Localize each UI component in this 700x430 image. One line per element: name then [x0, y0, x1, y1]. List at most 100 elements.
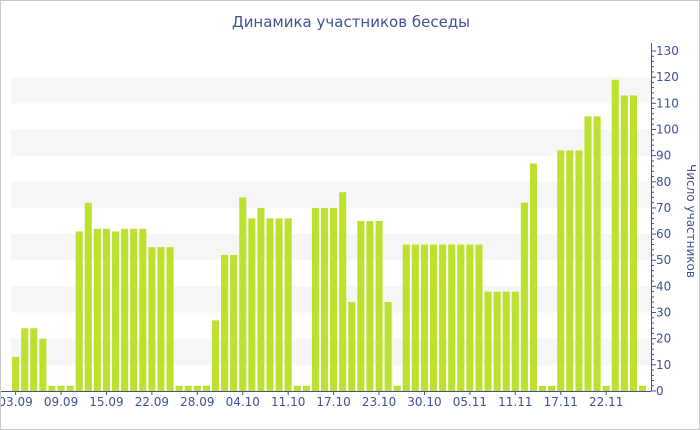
bar — [12, 357, 20, 391]
bar — [420, 244, 428, 391]
x-tick-label: 03.09 — [1, 395, 33, 409]
bar — [466, 244, 474, 391]
bar — [330, 207, 338, 391]
bar — [130, 228, 138, 391]
bar — [320, 207, 329, 391]
bar — [484, 291, 492, 391]
x-tick-label: 04.10 — [226, 395, 260, 409]
bar — [184, 385, 192, 391]
bar — [302, 385, 310, 391]
bar — [193, 385, 201, 391]
bar — [402, 244, 410, 391]
bar — [248, 218, 256, 391]
bar — [611, 79, 619, 392]
bar — [202, 385, 210, 391]
bar — [266, 218, 274, 391]
y-tick-label: 70 — [656, 201, 671, 215]
y-tick-label: 40 — [656, 279, 671, 293]
bar — [493, 291, 501, 391]
bar — [139, 228, 147, 391]
bar — [593, 116, 601, 391]
bar — [75, 231, 83, 391]
x-tick-label: 17.10 — [316, 395, 350, 409]
x-tick-label: 15.09 — [89, 395, 123, 409]
bar — [366, 221, 374, 391]
y-tick-label: 10 — [656, 358, 671, 372]
bar — [166, 247, 174, 391]
bar — [339, 192, 347, 391]
bar — [629, 95, 637, 391]
bar — [121, 228, 129, 391]
y-tick-label: 120 — [656, 70, 679, 84]
bar — [539, 385, 547, 391]
bar — [221, 255, 229, 391]
bar — [230, 255, 238, 391]
bar — [84, 202, 92, 391]
bar — [548, 385, 556, 391]
x-tick-label: 05.11 — [453, 395, 487, 409]
bar — [602, 385, 610, 391]
bar — [384, 302, 392, 391]
bar — [448, 244, 456, 391]
bar — [148, 247, 156, 391]
bar — [439, 244, 447, 391]
y-tick-label: 20 — [656, 332, 671, 346]
bar — [57, 385, 65, 391]
bar — [457, 244, 465, 391]
bar — [393, 385, 401, 391]
x-tick-label: 17.11 — [544, 395, 578, 409]
bar — [311, 207, 319, 391]
bar — [557, 150, 565, 391]
bar — [66, 385, 74, 391]
x-tick-label: 11.11 — [498, 395, 532, 409]
bar — [475, 244, 483, 391]
bar — [48, 385, 56, 391]
y-tick-label: 100 — [656, 122, 679, 136]
chart-title: Динамика участников беседы — [231, 13, 471, 31]
bar — [93, 228, 101, 391]
y-axis-label: Число участников — [684, 164, 698, 278]
y-tick-label: 0 — [656, 384, 664, 398]
bar — [293, 385, 301, 391]
grid-band — [11, 129, 651, 156]
x-tick-label: 23.10 — [362, 395, 396, 409]
grid-band — [11, 181, 651, 208]
bar — [257, 207, 265, 391]
y-tick-label: 80 — [656, 175, 671, 189]
bar — [375, 221, 383, 391]
bar — [430, 244, 438, 391]
bar — [502, 291, 510, 391]
bar — [211, 320, 220, 391]
x-tick-label: 28.09 — [180, 395, 214, 409]
y-tick-label: 130 — [656, 44, 679, 58]
x-tick-label: 30.10 — [407, 395, 441, 409]
x-tick-label: 11.10 — [271, 395, 305, 409]
bar — [638, 385, 647, 391]
bar — [175, 385, 183, 391]
bar — [584, 116, 592, 391]
bar — [511, 291, 519, 391]
y-tick-label: 110 — [656, 96, 679, 110]
bar — [520, 202, 528, 391]
bar — [284, 218, 292, 391]
x-tick-label: 22.09 — [135, 395, 169, 409]
bar — [112, 231, 120, 391]
y-tick-label: 50 — [656, 253, 671, 267]
x-tick-label: 09.09 — [44, 395, 78, 409]
bar — [529, 163, 538, 391]
bar — [102, 228, 110, 391]
bar — [620, 95, 628, 391]
bar — [566, 150, 574, 391]
bar — [348, 302, 356, 391]
y-tick-label: 90 — [656, 149, 671, 163]
y-tick-label: 60 — [656, 227, 671, 241]
y-tick-label: 30 — [656, 306, 671, 320]
grid-band — [11, 77, 651, 104]
bar — [275, 218, 283, 391]
bar — [411, 244, 419, 391]
bar — [239, 197, 247, 391]
bar — [157, 247, 165, 391]
bar — [21, 328, 29, 391]
